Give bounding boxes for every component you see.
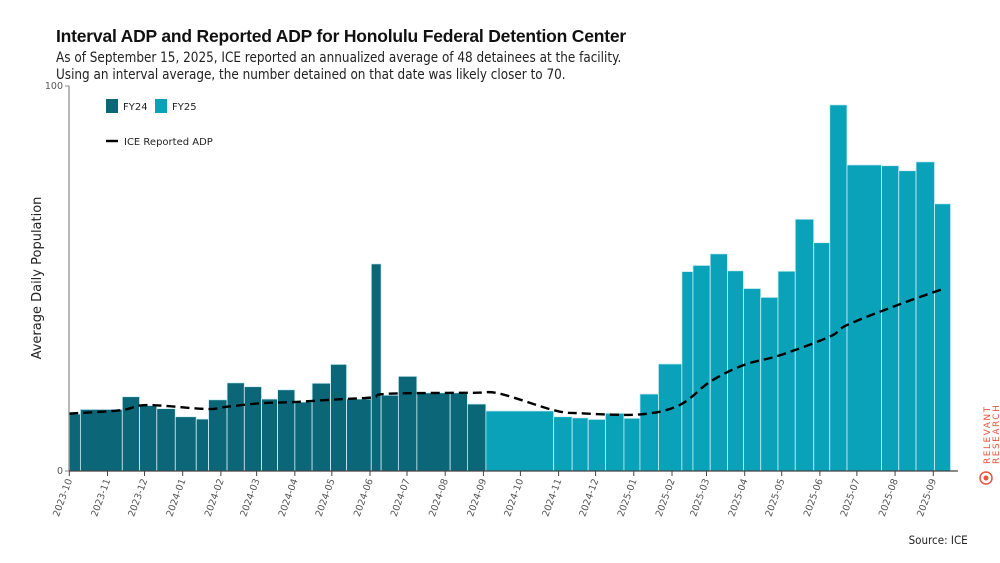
- y-tick-label-100: 100: [45, 81, 63, 92]
- ice-reported-adp-line: [69, 287, 944, 417]
- bar-fy25: [915, 161, 935, 472]
- bar-fy24: [311, 382, 331, 472]
- y-axis-label: Average Daily Population: [30, 197, 45, 360]
- bar-fy24: [139, 405, 158, 472]
- x-tick-label: 2025-08: [877, 477, 901, 518]
- bar-fy25: [881, 165, 900, 472]
- legend-swatch-fy25: [155, 99, 167, 113]
- bar-fy24: [416, 392, 451, 472]
- x-tick-label: 2023-10: [51, 477, 75, 518]
- bar-fy25: [681, 271, 694, 472]
- bar-fy25: [658, 363, 683, 472]
- bar-fy24: [330, 363, 348, 472]
- bar-fy24: [370, 263, 382, 472]
- chart-subtitle-line-2: Using an interval average, the number de…: [56, 67, 566, 83]
- x-tick-label: 2024-02: [203, 477, 227, 518]
- bar-fy25: [760, 296, 779, 472]
- bars: [68, 104, 951, 472]
- bar-fy24: [261, 398, 278, 472]
- bar-fy25: [692, 265, 711, 472]
- bar-fy25: [571, 417, 589, 472]
- x-tick-label: 2025-03: [688, 477, 712, 518]
- logo-text-research: RESEARCH: [992, 404, 1000, 464]
- legend: FY24 FY25 ICE Reported ADP: [106, 99, 213, 148]
- x-tick-label: 2025-07: [839, 477, 863, 518]
- logo-text-relevant: RELEVANT: [983, 405, 993, 464]
- x-tick-label: 2024-01: [165, 477, 189, 518]
- legend-label-ice-reported-adp: ICE Reported ADP: [124, 137, 213, 148]
- bar-fy25: [898, 170, 917, 472]
- x-tick-label: 2024-07: [389, 477, 413, 518]
- bar-fy25: [743, 288, 762, 472]
- bar-fy24: [397, 375, 418, 472]
- legend-swatch-fy24: [106, 99, 118, 113]
- bar-fy24: [449, 392, 468, 472]
- bar-fy25: [813, 242, 831, 472]
- x-tick-label: 2024-12: [577, 477, 601, 518]
- x-tick-label: 2025-04: [727, 477, 751, 518]
- source-note: Source: ICE: [908, 533, 968, 547]
- x-tick-label: 2025-05: [764, 477, 788, 518]
- bar-fy24: [466, 403, 487, 472]
- x-tick-label: 2024-10: [502, 477, 526, 518]
- x-tick-label: 2024-03: [239, 477, 263, 518]
- bar-fy25: [587, 419, 606, 472]
- x-tick-label: 2023-12: [126, 477, 150, 518]
- y-tick-label-0: 0: [57, 466, 63, 477]
- x-tick-label: 2024-04: [277, 477, 301, 518]
- bar-fy25: [846, 164, 882, 472]
- x-tick-label: 2025-02: [654, 477, 678, 518]
- x-tick-label: 2024-11: [541, 477, 565, 518]
- bar-fy25: [623, 417, 641, 472]
- bar-fy24: [156, 408, 176, 472]
- x-tick-label: 2024-08: [427, 477, 451, 518]
- legend-label-fy25: FY25: [172, 102, 197, 113]
- x-tick-label: 2024-05: [314, 477, 338, 518]
- bar-fy25: [639, 393, 659, 472]
- bar-fy25: [485, 410, 555, 472]
- x-tick-label: 2025-09: [915, 477, 939, 518]
- bar-fy25: [934, 203, 951, 472]
- x-tick-label: 2023-11: [89, 477, 113, 518]
- chart-title: Interval ADP and Reported ADP for Honolu…: [56, 26, 627, 46]
- bar-fy24: [243, 386, 262, 472]
- x-tick-label: 2025-01: [616, 477, 640, 518]
- chart-subtitle-line-1: As of September 15, 2025, ICE reported a…: [56, 50, 622, 66]
- x-tick-label: 2024-09: [465, 477, 489, 518]
- bar-fy25: [553, 416, 573, 472]
- x-tick-label: 2024-06: [352, 477, 376, 518]
- bar-fy24: [79, 408, 123, 472]
- bar-fy25: [777, 270, 796, 472]
- bar-fy25: [605, 412, 625, 472]
- bar-fy25: [709, 253, 728, 472]
- bar-fy24: [195, 418, 209, 472]
- logo-icon: [979, 471, 993, 485]
- bar-fy25: [829, 104, 848, 472]
- bar-fy24: [294, 401, 313, 472]
- bar-fy24: [174, 416, 197, 472]
- legend-label-fy24: FY24: [123, 102, 148, 113]
- bar-fy24: [208, 399, 228, 472]
- bar-fy24: [226, 382, 245, 472]
- relevant-research-logo: RELEVANT RESEARCH: [979, 404, 1000, 485]
- x-tick-label: 2025-06: [802, 477, 826, 518]
- bar-fy24: [68, 413, 81, 472]
- bar-fy24: [380, 394, 399, 472]
- bar-fy24: [346, 398, 372, 472]
- x-ticks: 2023-10 2023-11 2023-12 2024-01 2024-02 2024-…: [51, 471, 939, 518]
